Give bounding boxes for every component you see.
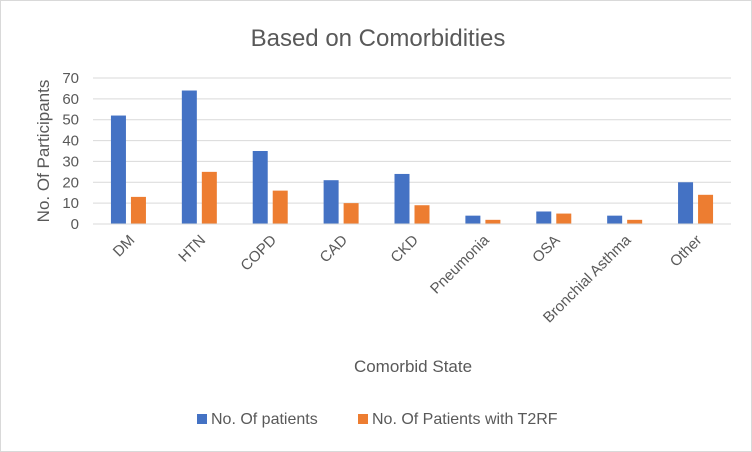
y-tick-label-40: 40 xyxy=(62,133,79,150)
legend-label-series-2: No. Of Patients with T2RF xyxy=(372,411,558,428)
y-axis-title: No. Of Participants xyxy=(34,80,53,223)
y-tick-label-60: 60 xyxy=(62,91,79,108)
x-tick-label-dm: DM xyxy=(110,232,139,261)
y-tick-label-0: 0 xyxy=(71,216,79,233)
bar-cad-series-1 xyxy=(323,180,339,224)
x-tick-label-other: Other xyxy=(667,232,706,271)
bar-dm-series-1 xyxy=(110,115,126,224)
bar-osa-series-2 xyxy=(556,213,572,224)
legend: No. Of patients No. Of Patients with T2RF xyxy=(197,411,558,428)
y-tick-label-20: 20 xyxy=(62,174,79,191)
bar-dm-series-2 xyxy=(130,196,146,224)
y-tick-label-10: 10 xyxy=(62,195,79,212)
legend-swatch-series-2 xyxy=(358,414,368,424)
x-tick-label-copd: COPD xyxy=(237,232,280,275)
bar-pneumonia-series-1 xyxy=(465,215,481,224)
bar-ckd-series-2 xyxy=(414,205,430,224)
bar-osa-series-1 xyxy=(536,211,552,224)
x-tick-label-osa: OSA xyxy=(529,232,563,266)
y-axis-ticks: 0 10 20 30 40 50 60 70 xyxy=(62,70,79,233)
bar-copd-series-2 xyxy=(272,190,288,224)
bar-htn-series-2 xyxy=(201,171,217,224)
gridlines xyxy=(93,77,731,204)
x-tick-label-htn: HTN xyxy=(175,232,209,266)
y-tick-label-70: 70 xyxy=(62,70,79,87)
y-tick-label-50: 50 xyxy=(62,112,79,129)
legend-swatch-series-1 xyxy=(197,414,207,424)
chart-title: Based on Comorbidities xyxy=(251,25,506,52)
bar-bronchial-asthma-series-2 xyxy=(627,219,643,224)
bar-bronchial-asthma-series-1 xyxy=(607,215,623,224)
x-axis-title: Comorbid State xyxy=(354,357,472,376)
bar-ckd-series-1 xyxy=(394,173,410,224)
bar-other-series-1 xyxy=(678,182,694,224)
bar-pneumonia-series-2 xyxy=(485,219,501,224)
legend-label-series-1: No. Of patients xyxy=(211,411,318,428)
bar-copd-series-1 xyxy=(252,151,268,224)
x-tick-label-pneumonia: Pneumonia xyxy=(427,231,493,297)
y-tick-label-30: 30 xyxy=(62,153,79,170)
bar-htn-series-1 xyxy=(181,90,197,224)
bar-cad-series-2 xyxy=(343,203,359,224)
x-tick-label-cad: CAD xyxy=(317,232,352,267)
bars xyxy=(110,90,714,224)
bar-other-series-2 xyxy=(698,194,714,224)
x-tick-label-ckd: CKD xyxy=(387,232,422,267)
